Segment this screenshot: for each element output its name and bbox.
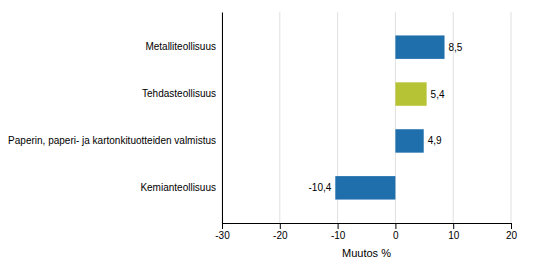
plot: -30 -20 -10 0 10 20 Kemianteollisuus Paperin, p… — [8, 12, 517, 241]
bar — [395, 35, 444, 58]
tick-label: 0 — [393, 230, 399, 241]
data-label: 5,4 — [431, 89, 445, 100]
tick: 20 — [506, 223, 518, 241]
tick-label: -10 — [331, 230, 346, 241]
tick: Tehdasteollisuus — [142, 88, 222, 99]
tick-label: 20 — [506, 230, 518, 241]
tick: -30 — [215, 223, 230, 241]
tick-label: -30 — [215, 230, 230, 241]
tick-mark — [511, 223, 512, 229]
bar — [335, 176, 395, 199]
bars — [335, 35, 444, 199]
tick-label: 10 — [448, 230, 460, 241]
grid-line — [279, 12, 280, 223]
tick-mark — [395, 223, 396, 229]
tick-mark — [222, 223, 223, 229]
tick: Kemianteollisuus — [140, 182, 222, 193]
data-label: 4,9 — [428, 135, 442, 146]
tick-label: -20 — [273, 230, 288, 241]
bar — [395, 129, 423, 152]
chart: -30 -20 -10 0 10 20 Kemianteollisuus Paperin, p… — [0, 0, 533, 265]
axis-line — [222, 13, 223, 224]
data-label: 8,5 — [449, 42, 463, 53]
tick: Metalliteollisuus — [145, 41, 222, 52]
x-axis: -30 -20 -10 0 10 20 — [215, 223, 517, 241]
data-labels: -10,4 4,9 5,4 8,5 — [308, 42, 462, 194]
tick: 0 — [393, 223, 399, 241]
tick-label: Metalliteollisuus — [145, 41, 216, 52]
tick-mark — [338, 223, 339, 229]
x-axis-title: Muutos % — [342, 247, 391, 259]
tick-label: Tehdasteollisuus — [142, 88, 216, 99]
tick-mark — [453, 223, 454, 229]
tick: 10 — [448, 223, 460, 241]
tick: Paperin, paperi- ja kartonkituotteiden v… — [8, 135, 222, 146]
grid-line — [222, 12, 223, 223]
tick-label: Paperin, paperi- ja kartonkituotteiden v… — [8, 135, 216, 146]
tick: -20 — [273, 223, 288, 241]
tick-label: Kemianteollisuus — [140, 182, 216, 193]
tick-mark — [280, 223, 281, 229]
grid — [222, 12, 511, 223]
axis-line — [223, 224, 512, 230]
grid-line — [511, 12, 512, 223]
tick: -10 — [331, 223, 346, 241]
y-axis: Kemianteollisuus Paperin, paperi- ja kart… — [8, 13, 222, 224]
bar — [395, 82, 426, 105]
data-label: -10,4 — [308, 182, 331, 193]
